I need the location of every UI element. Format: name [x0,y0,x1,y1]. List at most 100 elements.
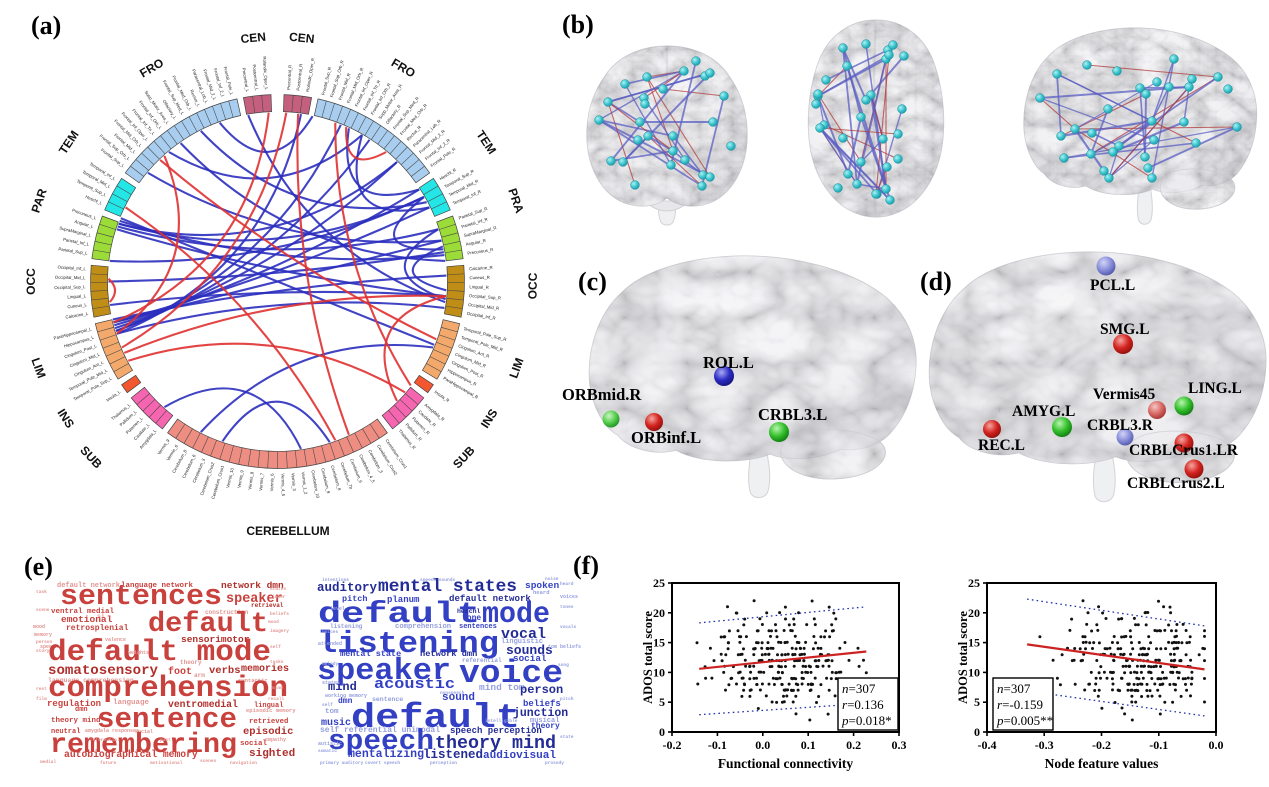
svg-text:ADOS total score: ADOS total score [956,611,970,704]
svg-text:LIM: LIM [506,356,526,380]
svg-text:regulation: regulation [47,699,101,709]
svg-text:Functional connectivity: Functional connectivity [718,756,854,771]
svg-text:0.0: 0.0 [1209,738,1224,752]
svg-text:valence: valence [105,637,126,643]
svg-text:network dmn: network dmn [221,580,284,591]
svg-text:CEN: CEN [288,30,315,46]
svg-text:sound: sound [442,692,475,704]
svg-text:person: person [36,639,53,645]
svg-text:speaker: speaker [226,592,283,607]
svg-text:verbs: verbs [209,665,241,677]
svg-text:LING.L: LING.L [1188,380,1242,397]
svg-text:autistic: autistic [318,741,342,747]
svg-text:CEREBELLUM: CEREBELLUM [246,524,329,538]
svg-text:prosody: prosody [545,760,564,766]
svg-text:tom: tom [325,708,339,716]
svg-text:Angular_R: Angular_R [465,238,486,247]
svg-text:language comprehension: language comprehension [48,677,134,684]
svg-text:social: social [513,653,547,664]
svg-text:Precentral_L: Precentral_L [241,67,250,92]
svg-text:Occipital_Inf_R: Occipital_Inf_R [466,311,496,321]
svg-text:sighted: sighted [249,748,295,760]
svg-text:10: 10 [653,665,665,679]
svg-text:theory: theory [531,722,560,731]
svg-text:sentence: sentence [372,696,403,703]
svg-text:ORBmid.R: ORBmid.R [562,385,642,404]
svg-text:syntactic: syntactic [238,677,268,684]
svg-text:ventral medial: ventral medial [51,608,115,616]
svg-text:sentence: sentence [97,703,237,736]
svg-text:p=0.005**: p=0.005** [996,713,1053,728]
svg-text:0.3: 0.3 [892,738,907,752]
svg-text:(e): (e) [24,552,53,581]
svg-text:ventromedial: ventromedial [168,699,238,710]
svg-text:tones: tones [560,604,574,610]
svg-text:sensorimotor: sensorimotor [181,634,250,645]
svg-text:-0.4: -0.4 [978,738,997,752]
svg-text:Lingual_L: Lingual_L [67,293,87,299]
svg-text:default mode: default mode [48,636,271,670]
svg-text:somatosensory: somatosensory [48,663,159,679]
svg-text:r=0.136: r=0.136 [842,697,884,712]
svg-text:Cuneus_L: Cuneus_L [67,302,88,309]
svg-text:Frontal_Pole_L: Frontal_Pole_L [223,66,235,96]
svg-text:Calcarine_L: Calcarine_L [65,311,89,320]
svg-text:comprehension: comprehension [48,672,288,706]
svg-text:theory: theory [180,659,202,666]
svg-text:listening: listening [317,627,499,662]
svg-text:CRBLCrus2.L: CRBLCrus2.L [1127,475,1225,492]
svg-text:Node feature values: Node feature values [1045,756,1159,771]
svg-text:construction: construction [205,609,249,616]
svg-text:(d): (d) [920,267,952,296]
svg-text:mental state: mental state [340,649,401,659]
svg-text:scene: scene [36,608,50,613]
svg-text:5: 5 [974,695,980,709]
svg-text:auditory: auditory [317,581,378,595]
svg-text:pitch: pitch [560,696,574,702]
svg-text:arm: arm [194,672,205,679]
svg-text:past: past [160,737,171,743]
svg-text:default network: default network [449,593,531,604]
svg-text:remembering: remembering [50,730,237,761]
svg-text:listening: listening [330,623,363,630]
svg-text:20: 20 [653,606,665,620]
svg-text:retrosplenial: retrosplenial [66,624,129,633]
svg-text:speech: speech [40,644,58,650]
svg-text:future: future [100,760,117,766]
svg-text:15: 15 [968,636,980,650]
svg-text:Cerebelum_10: Cerebelum_10 [310,470,320,499]
svg-text:25: 25 [968,576,980,590]
svg-text:Occipital_Mid_L: Occipital_Mid_L [55,275,86,281]
svg-text:speech sounds: speech sounds [420,577,455,583]
svg-text:navigation: navigation [230,760,257,766]
svg-text:(b): (b) [562,10,594,39]
svg-text:story: story [36,648,50,654]
svg-text:0.2: 0.2 [846,738,861,752]
svg-text:linguistic: linguistic [501,638,543,646]
svg-text:dmn: dmn [75,706,88,714]
svg-text:Vermis_9: Vermis_9 [236,469,244,488]
svg-text:n=307: n=307 [997,681,1031,696]
svg-text:Vermis_8: Vermis_8 [247,471,254,490]
svg-text:speech: speech [328,725,434,758]
svg-text:emotional: emotional [61,614,113,625]
svg-text:Angular_L: Angular_L [74,219,95,229]
svg-text:task: task [36,589,47,595]
svg-text:foot: foot [168,666,192,678]
svg-text:Vermis_7: Vermis_7 [258,472,264,491]
svg-text:attended: attended [318,641,342,647]
svg-text:self referential unimodal: self referential unimodal [320,726,440,735]
svg-text:theory mind: theory mind [51,717,101,725]
svg-text:ADOS total score: ADOS total score [641,611,655,704]
svg-text:covert speech: covert speech [365,760,400,766]
svg-text:Rolandic_Oper_R: Rolandic_Oper_R [305,58,315,93]
svg-text:0: 0 [659,725,665,739]
svg-text:mind: mind [328,680,357,694]
svg-text:CRBLCrus1.LR: CRBLCrus1.LR [1129,442,1239,459]
svg-text:default: default [351,700,520,738]
svg-text:audiovisual: audiovisual [483,750,556,762]
svg-text:default: default [148,609,268,640]
svg-text:states: states [270,586,287,592]
svg-text:referential: referential [90,737,120,743]
svg-text:speaker: speaker [317,654,451,689]
